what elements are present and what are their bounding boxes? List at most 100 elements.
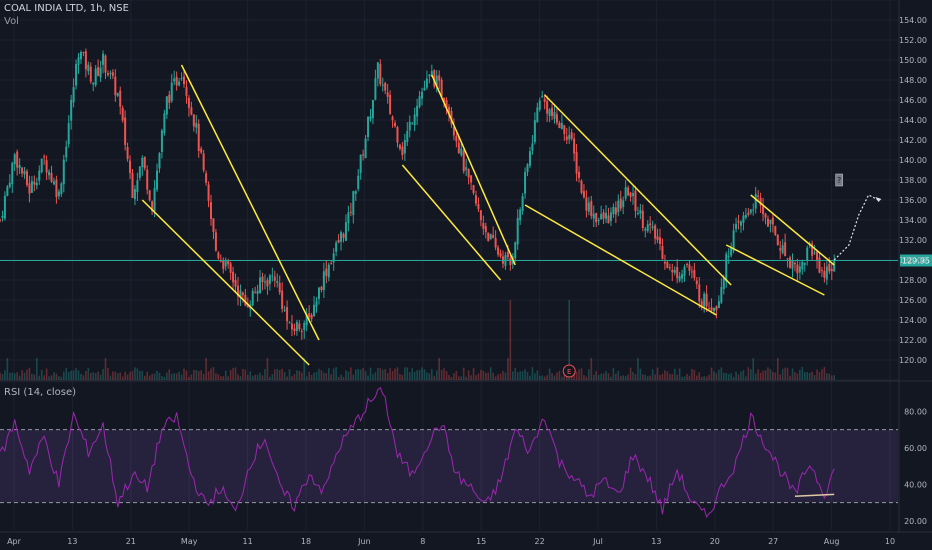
candle-body [153, 188, 156, 212]
candle-body [160, 130, 163, 152]
candle-body [75, 64, 78, 86]
volume-bar [597, 374, 600, 380]
rsi-panel [0, 386, 898, 519]
candle-body [391, 116, 394, 121]
trendlines[interactable] [141, 64, 835, 366]
volume-bar [759, 372, 762, 380]
candle-body [55, 179, 58, 198]
candle-body [43, 156, 46, 158]
candle-body [700, 301, 703, 308]
volume-bar [745, 376, 747, 380]
candle-body [183, 76, 186, 85]
candle-body [798, 266, 801, 273]
candle-body [11, 163, 14, 185]
candle-body [627, 187, 630, 196]
candle-body [136, 180, 139, 193]
symbol-legend[interactable]: COAL INDIA LTD, 1h, NSE [4, 3, 129, 14]
volume-bar [256, 374, 259, 380]
time-tick-label: Aug [824, 537, 840, 546]
price-tick-label: 142.00 [899, 136, 927, 145]
volume-bar [237, 374, 239, 380]
volume-bar [141, 371, 144, 380]
candle-body [8, 182, 11, 187]
volume-bar [529, 375, 531, 380]
volume-bar [480, 369, 482, 380]
rsi-legend[interactable]: RSI (14, close) [4, 387, 77, 398]
candle-body [801, 261, 804, 270]
volume-bar [102, 368, 104, 380]
volume-bar [546, 375, 548, 380]
candle-body [629, 192, 632, 197]
candle-body [806, 247, 809, 261]
candle-body [133, 189, 136, 200]
candle-body [474, 195, 477, 204]
candle-body [732, 230, 735, 251]
projection-path[interactable]: ? [833, 173, 882, 261]
candle-body [337, 240, 340, 243]
candle-body [45, 160, 48, 173]
volume-bar [475, 375, 477, 380]
candle-body [106, 73, 109, 76]
trendline [431, 74, 516, 266]
candle-body [151, 201, 154, 212]
volume-bar [659, 375, 661, 380]
candle-body [752, 209, 755, 211]
candlesticks: E [0, 48, 836, 378]
candle-body [538, 100, 541, 110]
volume-bar [485, 372, 487, 380]
candle-body [367, 116, 370, 138]
candle-body [119, 90, 122, 107]
volume-legend[interactable]: Vol [4, 16, 19, 27]
candle-body [565, 136, 568, 140]
candle-body [178, 81, 181, 86]
volume-bar [234, 367, 237, 380]
volume-bar [354, 369, 357, 380]
volume-bar [261, 375, 264, 380]
volume-bar [534, 373, 536, 380]
volume-bar [178, 371, 180, 380]
candle-body [506, 252, 509, 258]
candle-body [735, 223, 738, 230]
candle-body [327, 264, 330, 278]
volume-bar [428, 373, 431, 380]
candle-body [786, 258, 789, 260]
candle-body [408, 121, 411, 131]
volume-bar [121, 376, 124, 380]
candle-body [668, 267, 671, 269]
candle-body [21, 167, 24, 174]
volume-bar [315, 371, 318, 380]
candle-body [79, 52, 82, 60]
volume-bar [725, 372, 728, 380]
candle-body [830, 268, 833, 272]
candle-body [67, 123, 70, 144]
volume-bar [175, 373, 178, 380]
candle-body [313, 304, 316, 317]
candle-body [536, 107, 539, 123]
candle-body [379, 63, 382, 85]
candle-body [124, 117, 127, 145]
candle-body [551, 107, 554, 117]
candle-body [715, 306, 718, 311]
candle-body [52, 181, 55, 185]
volume-bar [65, 367, 68, 380]
volume-bar [342, 376, 345, 380]
candle-body [776, 234, 779, 246]
volume-bar [624, 376, 627, 380]
candle-body [712, 307, 715, 312]
price-tick-label: 134.00 [899, 216, 927, 225]
candle-body [163, 113, 166, 134]
candle-body [116, 93, 119, 96]
candle-body [762, 206, 765, 215]
volume-bar [516, 372, 519, 380]
volume-bar [458, 376, 460, 380]
candle-body [30, 181, 33, 193]
volume-bar [551, 373, 553, 380]
candle-body [553, 112, 556, 119]
candle-body [246, 303, 249, 308]
volume-bar [259, 372, 261, 380]
candle-body [435, 75, 438, 86]
volume-bar [445, 371, 448, 380]
volume-bar [28, 367, 31, 380]
